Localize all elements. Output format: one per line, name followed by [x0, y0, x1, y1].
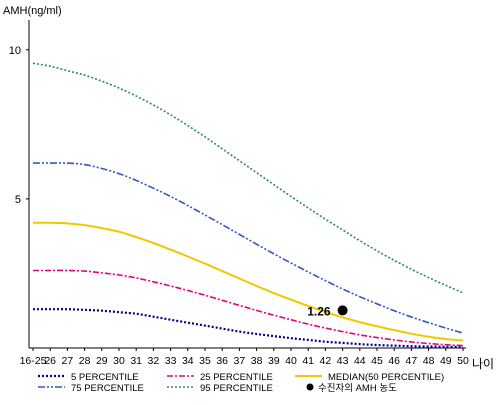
legend-label: 수진자의 AMH 농도: [318, 383, 397, 394]
x-tick-label: 29: [96, 355, 108, 367]
x-tick-label: 37: [234, 355, 246, 367]
x-tick-label: 43: [337, 355, 349, 367]
patient-amh-value-label: 1.26: [307, 304, 331, 318]
x-axis-label: 나이: [472, 357, 494, 371]
legend-label: 5 PERCENTILE: [71, 372, 139, 383]
patient-point-group: 1.26: [307, 304, 348, 318]
series-line-5: [32, 62, 464, 294]
legend-label: 75 PERCENTILE: [71, 383, 144, 394]
x-tick-label: 35: [199, 355, 211, 367]
x-tick-label: 28: [79, 355, 91, 367]
y-ticks-group: 5 10: [9, 45, 29, 206]
series-line-3: [32, 221, 464, 342]
x-tick-label: 33: [165, 355, 177, 367]
legend-point-marker: [306, 383, 314, 391]
x-tick-label: 30: [113, 355, 125, 367]
x-tick-label: 47: [406, 355, 418, 367]
series-line-4: [33, 162, 464, 334]
x-tick-label: 32: [148, 355, 160, 367]
y-axis-label: AMH(ng/ml): [3, 5, 62, 17]
series-group: [32, 62, 464, 349]
x-tick-label: 48: [423, 355, 435, 367]
x-tick-label: 36: [216, 355, 228, 367]
x-tick-label: 42: [320, 355, 332, 367]
x-tick-label: 44: [354, 355, 366, 367]
patient-amh-point: [337, 305, 348, 316]
x-tick-label: 38: [251, 355, 263, 367]
x-tick-label: 39: [268, 355, 280, 367]
legend-label: 25 PERCENTILE: [200, 372, 273, 383]
legend-label: MEDIAN(50 PERCENTILE): [328, 372, 444, 383]
legend: 5 PERCENTILE 25 PERCENTILE MEDIAN(50 PERCE…: [38, 372, 444, 394]
legend-label: 95 PERCENTILE: [200, 383, 273, 394]
y-tick-label: 10: [9, 45, 21, 57]
series-line-2: [32, 269, 464, 347]
x-tick-label: 34: [182, 355, 194, 367]
x-tick-label: 46: [388, 355, 400, 367]
series-line-1: [33, 308, 464, 349]
x-tick-label: 40: [285, 355, 297, 367]
x-tick-label: 45: [371, 355, 383, 367]
x-tick-label: 26: [44, 355, 56, 367]
y-tick-label: 5: [15, 194, 21, 206]
x-tick-label: 50: [457, 355, 469, 367]
x-tick-label: 49: [440, 355, 452, 367]
x-tick-label: 41: [302, 355, 314, 367]
axes-group: AMH(ng/ml) 나이: [3, 5, 494, 371]
x-tick-label: 16-25: [20, 355, 47, 367]
x-tick-label: 31: [130, 355, 142, 367]
x-tick-label: 27: [62, 355, 74, 367]
